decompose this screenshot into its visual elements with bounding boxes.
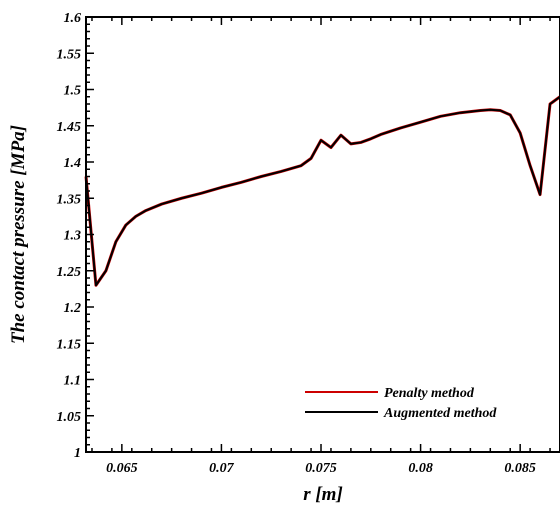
y-tick-label: 1.55 bbox=[57, 47, 82, 62]
axis-ticks bbox=[86, 16, 551, 453]
y-tick-label: 1.6 bbox=[64, 11, 82, 26]
series-line-augmented bbox=[85, 95, 560, 287]
y-tick-label: 1.3 bbox=[64, 229, 82, 244]
x-tick-label: 0.08 bbox=[408, 461, 433, 476]
legend-label-augmented: Augmented method bbox=[383, 406, 497, 421]
y-axis-title: The contact pressure [MPa] bbox=[8, 125, 29, 344]
y-tick-label: 1.35 bbox=[57, 192, 82, 207]
plot-frame bbox=[85, 16, 560, 453]
legend-label-penalty: Penalty method bbox=[384, 386, 475, 401]
y-tick-label: 1 bbox=[74, 446, 81, 461]
y-tick-label: 1.25 bbox=[57, 265, 82, 280]
y-tick-label: 1.45 bbox=[57, 120, 82, 135]
x-tick-label: 0.075 bbox=[305, 461, 337, 476]
x-tick-label: 0.07 bbox=[209, 461, 235, 476]
y-tick-label: 1.5 bbox=[64, 84, 82, 99]
x-tick-labels: 0.065 0.07 0.075 0.08 0.085 bbox=[106, 461, 536, 476]
y-tick-label: 1.1 bbox=[64, 374, 82, 389]
y-tick-label: 1.05 bbox=[57, 410, 82, 425]
legend: Penalty method Augmented method bbox=[305, 386, 497, 421]
x-axis-title: r [m] bbox=[303, 484, 343, 505]
x-tick-label: 0.065 bbox=[106, 461, 138, 476]
series-line-penalty bbox=[84, 95, 560, 287]
x-tick-label: 0.085 bbox=[504, 461, 536, 476]
plot-lines bbox=[84, 95, 560, 287]
y-tick-labels: 1 1.05 1.1 1.15 1.2 1.25 1.3 1.35 1.4 1.45 1.5 1.55… bbox=[57, 11, 82, 461]
y-tick-label: 1.15 bbox=[57, 337, 82, 352]
y-tick-label: 1.2 bbox=[64, 301, 82, 316]
y-tick-label: 1.4 bbox=[64, 156, 82, 171]
